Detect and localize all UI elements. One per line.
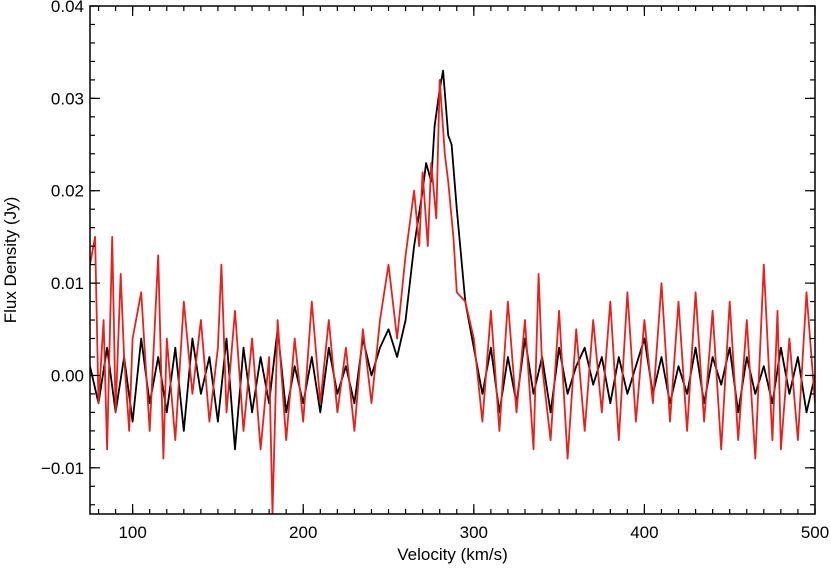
x-tick-label: 100	[118, 523, 146, 542]
series-line-0	[90, 69, 815, 451]
x-tick-label: 500	[801, 523, 829, 542]
y-tick-label: 0.02	[51, 182, 84, 201]
x-tick-label: 400	[630, 523, 658, 542]
y-tick-label: 0.04	[51, 0, 84, 16]
y-tick-label: 0.01	[51, 274, 84, 293]
series-layer	[90, 69, 815, 514]
y-tick-labels: −0.01 0.00 0.01 0.02 0.03 0.04	[41, 0, 84, 478]
plot-frame	[89, 5, 816, 515]
y-tick-label: −0.01	[41, 459, 84, 478]
y-tick-label: 0.00	[51, 366, 84, 385]
y-axis-title: Flux Density (Jy)	[1, 197, 20, 324]
axis-ticks	[90, 5, 816, 514]
x-axis-title: Velocity (km/s)	[397, 545, 508, 564]
x-tick-labels: 100 200 300 400 500	[118, 523, 829, 542]
series-line-1	[90, 79, 815, 514]
y-tick-label: 0.03	[51, 89, 84, 108]
x-tick-label: 300	[460, 523, 488, 542]
x-tick-label: 200	[289, 523, 317, 542]
